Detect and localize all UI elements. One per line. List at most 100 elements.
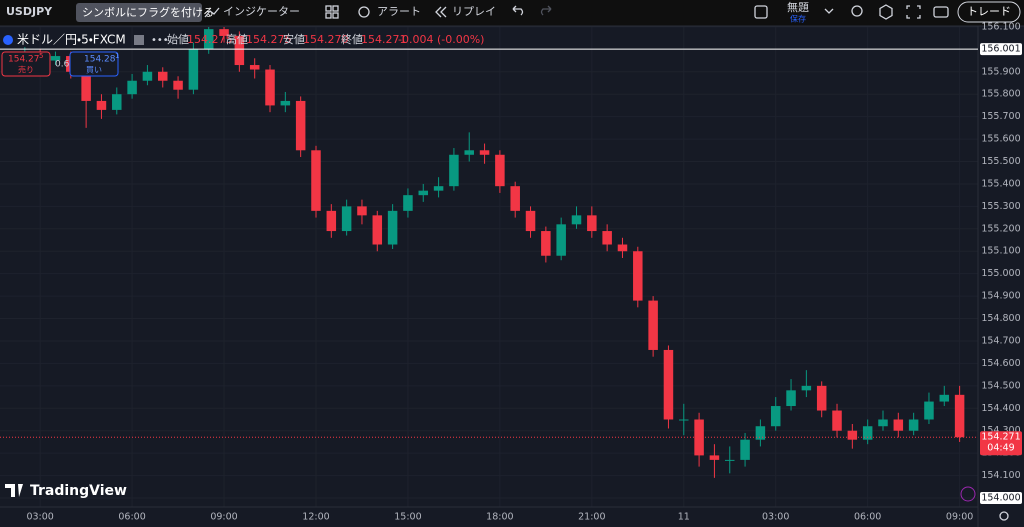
- candle-body: [648, 300, 658, 350]
- y-tick-label: 155.000: [981, 268, 1020, 279]
- redo[interactable]: [540, 5, 552, 16]
- x-tick-label: 15:00: [394, 512, 421, 523]
- fullscreen[interactable]: [906, 5, 921, 19]
- candle-body: [893, 419, 904, 431]
- trade-button-frame[interactable]: [957, 1, 1021, 23]
- countdown: 04:49: [987, 443, 1014, 454]
- candle-body: [525, 210, 536, 232]
- candle-body: [862, 426, 873, 440]
- candle-body: [295, 100, 306, 151]
- candle-body: [50, 56, 61, 61]
- x-tick-label: 03:00: [762, 512, 789, 523]
- y-tick-label: 154.400: [981, 403, 1020, 414]
- candle-body: [81, 71, 91, 101]
- candle-body: [541, 231, 551, 256]
- y-tick-label: 155.700: [981, 111, 1020, 122]
- candle-body: [387, 210, 398, 245]
- close-label: 終値: [341, 33, 363, 46]
- indicators-button[interactable]: インジケーター: [223, 5, 300, 18]
- candle-body: [617, 244, 628, 252]
- candle-body: [755, 426, 766, 440]
- buy-button[interactable]: [69, 51, 119, 77]
- candle-body: [740, 439, 750, 460]
- candle-body: [203, 29, 214, 50]
- legend-more[interactable]: •••: [151, 35, 169, 46]
- candle-body: [954, 394, 965, 438]
- y-tick-label: 155.800: [981, 89, 1020, 100]
- x-tick-label: 06:00: [854, 512, 881, 523]
- price-label: 154.000: [981, 493, 1020, 504]
- low-label: 安値: [283, 33, 305, 46]
- y-tick-label: 154.600: [981, 358, 1020, 369]
- close-value: 154.271: [361, 33, 407, 46]
- x-tick-label: 11: [678, 512, 690, 523]
- settings[interactable]: [879, 4, 893, 20]
- trade-button[interactable]: トレード: [967, 5, 1011, 18]
- sell-button[interactable]: [1, 51, 51, 77]
- x-tick-label: 09:00: [210, 512, 237, 523]
- layout-name[interactable]: 無題: [787, 0, 809, 14]
- candle-body: [311, 150, 321, 211]
- lightning[interactable]: [960, 486, 976, 502]
- candle-body: [724, 459, 735, 461]
- templates-icon[interactable]: [325, 5, 339, 19]
- alert-icon: [358, 6, 370, 18]
- candle-body: [127, 80, 137, 95]
- candle-body: [924, 401, 934, 420]
- y-tick-label: 155.500: [981, 156, 1020, 167]
- sell-pip: 5: [39, 52, 43, 60]
- symbol-button[interactable]: USDJPY: [6, 5, 53, 18]
- candle-body: [341, 206, 352, 232]
- price-label: 156.001: [981, 44, 1020, 55]
- candle-body: [157, 71, 168, 81]
- candle-body: [832, 410, 842, 431]
- candle-body: [433, 186, 444, 191]
- buy-price: 154.28: [84, 55, 116, 65]
- save-button[interactable]: 保存: [790, 14, 806, 24]
- y-tick-label: 154.800: [981, 313, 1020, 324]
- brand: TradingView: [30, 483, 127, 499]
- x-tick-label: 18:00: [486, 512, 513, 523]
- axis-settings[interactable]: [999, 511, 1009, 521]
- symbol-flag: [3, 35, 13, 45]
- candle-body: [663, 349, 674, 420]
- open-label: 始値: [167, 32, 189, 46]
- y-tick-label: 155.300: [981, 201, 1020, 212]
- candle-body: [602, 231, 612, 245]
- candle-body: [280, 100, 291, 106]
- candle-body: [479, 150, 490, 155]
- candle-body: [188, 49, 199, 90]
- open-value: 154.275: [187, 33, 233, 46]
- candle-body: [449, 154, 459, 187]
- candle-body: [679, 419, 689, 421]
- candle-body: [801, 385, 812, 391]
- legend-values: 始値 154.275 高値 154.275 安値 154.270 終値 154.…: [167, 32, 484, 46]
- y-tick-label: 154.900: [981, 291, 1020, 302]
- candle-body: [908, 419, 919, 431]
- y-tick-label: 155.600: [981, 134, 1020, 145]
- layout-menu[interactable]: [824, 8, 834, 14]
- candle-body: [219, 29, 229, 36]
- candle-body: [96, 100, 107, 110]
- quick-search[interactable]: [851, 5, 863, 17]
- candle-body: [770, 406, 781, 427]
- high-label: 高値: [226, 32, 248, 46]
- replay-button[interactable]: リプレイ: [452, 5, 496, 18]
- tooltip-box: [76, 3, 202, 22]
- snapshot[interactable]: [933, 6, 949, 18]
- x-tick-label: 06:00: [118, 512, 145, 523]
- layout-icon[interactable]: [754, 5, 768, 19]
- x-tick-label: 03:00: [26, 512, 53, 523]
- candle-body: [173, 80, 183, 90]
- alert-button[interactable]: アラート: [377, 5, 421, 18]
- brand-logo: [5, 484, 23, 497]
- candle-body: [709, 455, 720, 460]
- y-tick-label: 154.300: [981, 425, 1020, 436]
- legend-eye[interactable]: [134, 35, 144, 45]
- x-tick-label: 09:00: [946, 512, 973, 523]
- undo[interactable]: [512, 5, 524, 16]
- buy-pip: 1: [115, 52, 119, 60]
- tooltip: シンボルにフラグを付ける: [82, 5, 214, 19]
